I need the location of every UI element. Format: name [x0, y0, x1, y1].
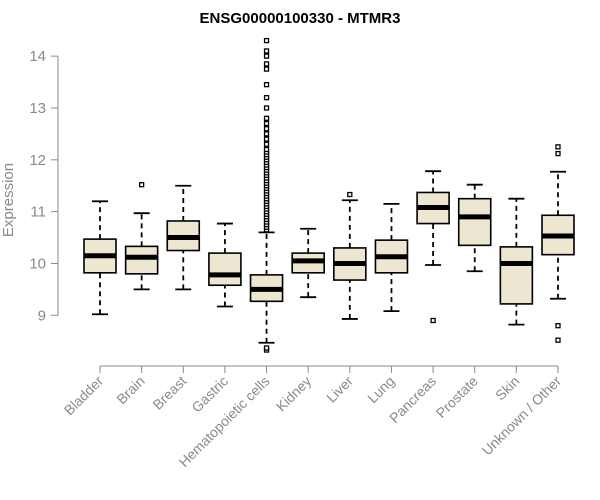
box-unknown-other — [541, 144, 575, 343]
box-skin — [499, 197, 534, 326]
y-axis: 9 10 11 12 13 14 — [29, 48, 59, 324]
y-tick-label: 12 — [29, 152, 46, 169]
outlier-point — [263, 120, 270, 127]
iqr-box — [124, 245, 159, 275]
x-tick-label-skin: Skin — [492, 373, 523, 404]
iqr-box — [499, 246, 534, 305]
outlier-point — [263, 146, 270, 153]
outlier-point — [263, 345, 270, 351]
outlier-point — [263, 61, 270, 67]
y-tick-label: 9 — [38, 307, 46, 324]
outlier-point — [138, 182, 145, 188]
x-tick-label-liver: Liver — [323, 373, 356, 406]
box-kidney — [291, 227, 325, 299]
outlier-point — [263, 131, 270, 137]
box-group — [83, 37, 575, 353]
box-gastric — [208, 222, 242, 308]
outlier-point — [263, 126, 270, 132]
box-lung — [374, 202, 409, 313]
y-tick-label: 11 — [30, 204, 46, 221]
y-tick-label: 14 — [29, 48, 46, 65]
outlier-point — [263, 48, 270, 54]
outlier-point — [263, 94, 270, 101]
box-prostate — [457, 183, 492, 273]
box-pancreas — [416, 170, 450, 324]
box-liver — [333, 191, 367, 320]
x-tick-label-unknown-other: Unknown / Other — [479, 373, 565, 459]
outlier-point — [263, 53, 270, 59]
outlier-point — [263, 66, 270, 72]
outlier-point — [555, 150, 561, 157]
iqr-box — [457, 197, 492, 247]
outlier-point — [263, 136, 270, 142]
y-tick-label: 10 — [29, 255, 46, 272]
outlier-point — [347, 191, 353, 198]
box-breast — [166, 184, 201, 291]
outlier-point — [263, 37, 270, 44]
outlier-point — [430, 317, 436, 324]
outlier-point — [555, 337, 561, 343]
x-tick-label-kidney: Kidney — [273, 373, 315, 415]
chart-title: ENSG00000100330 - MTMR3 — [200, 10, 401, 27]
outlier-point — [555, 323, 561, 329]
box-bladder — [83, 200, 117, 316]
x-tick-label-breast: Breast — [149, 373, 189, 413]
y-axis-label: Expression — [0, 163, 17, 237]
y-tick-label: 13 — [29, 100, 46, 117]
outlier-point — [263, 105, 270, 111]
iqr-box — [208, 252, 242, 287]
outlier-point — [263, 141, 270, 147]
outlier-point — [263, 82, 270, 88]
outlier-point — [555, 144, 561, 150]
outlier-point — [263, 115, 270, 121]
box-hematopoietic-cells — [249, 37, 284, 353]
x-tick-label-prostate: Prostate — [433, 373, 481, 421]
x-tick-label-bladder: Bladder — [61, 373, 107, 419]
x-tick-label-brain: Brain — [113, 373, 147, 407]
box-brain — [124, 182, 159, 291]
x-tick-label-lung: Lung — [364, 373, 397, 406]
